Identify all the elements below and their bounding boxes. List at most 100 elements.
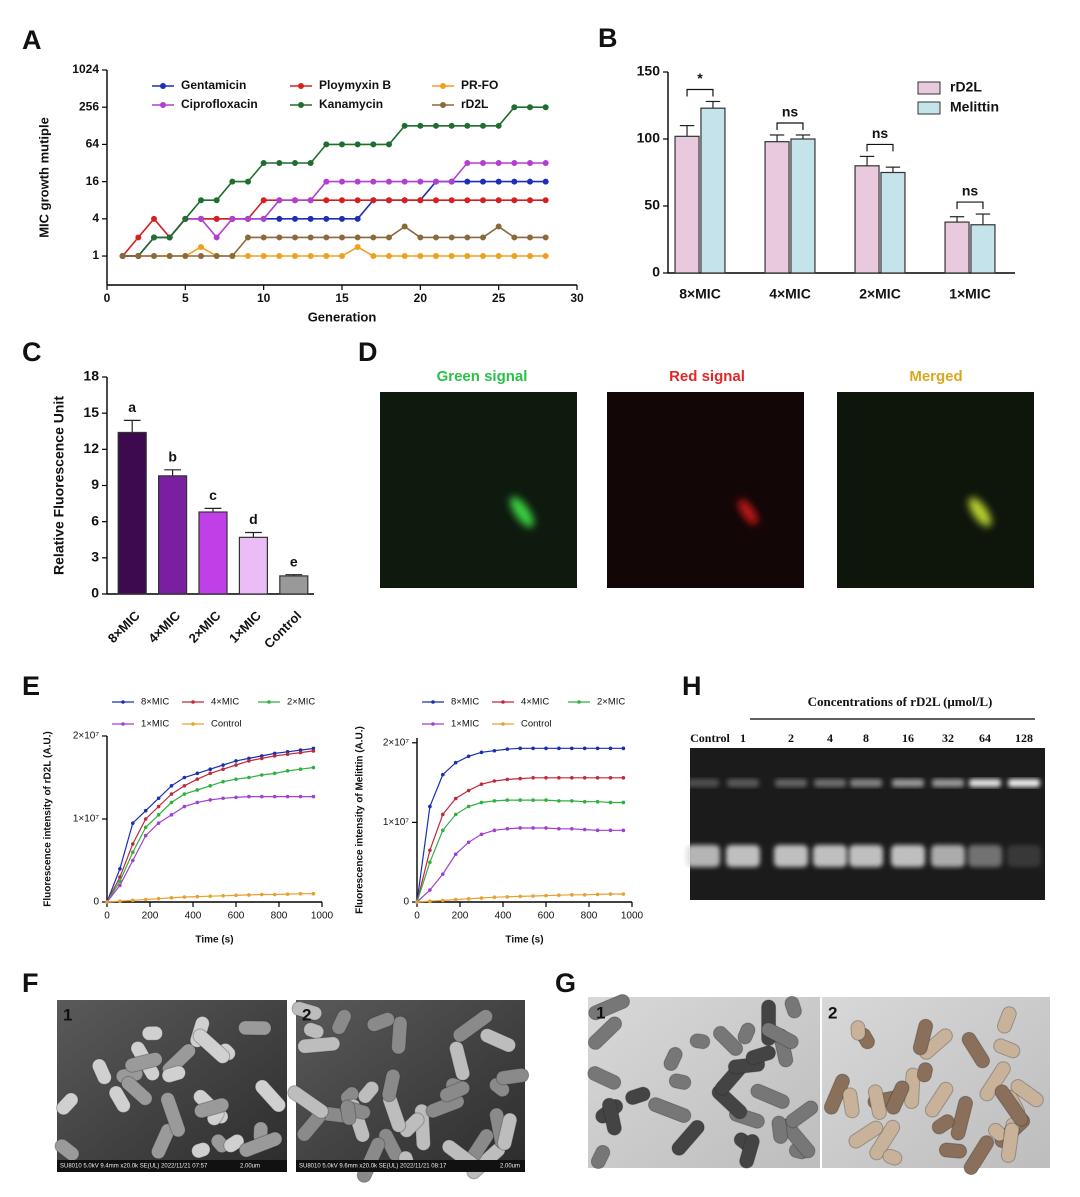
bar [279,575,309,595]
data-point [495,253,502,260]
cell [689,1033,711,1050]
series-line [122,162,546,257]
data-point [542,253,549,260]
data-point [417,178,424,185]
data-point [570,893,574,897]
legend-label: 1×MIC [451,719,479,730]
data-point [285,769,290,773]
y-tick-label: 1 [92,248,99,262]
gel-band [775,779,807,787]
y-tick-label: 0 [91,585,99,601]
data-point [557,799,561,803]
data-point [527,234,533,241]
cell [993,1038,1021,1059]
data-point [582,776,587,780]
data-point [370,141,377,148]
y-tick-label: 2×10⁷ [73,731,100,742]
lane-label: 2 [788,731,794,745]
data-point [260,754,264,758]
data-point [595,799,600,804]
legend-swatch [191,700,195,704]
y-tick-label: 256 [79,99,99,113]
gel-band [892,779,924,787]
data-point [276,160,283,167]
cell [761,1022,799,1050]
significance-label: ns [872,125,889,141]
data-point [354,197,361,204]
data-point [453,852,458,857]
data-point [433,178,439,185]
x-tick-label: 5 [182,291,189,305]
cell [56,1092,79,1116]
x-tick-label: 600 [538,911,555,922]
data-point [118,899,122,903]
data-point [354,234,361,241]
data-point [531,746,535,751]
x-tick-label: 25 [492,291,506,305]
gel-band [931,845,965,867]
cell [587,1066,622,1090]
cell [784,995,802,1019]
y-tick-label: 0 [403,897,409,908]
cell [848,1120,884,1149]
cell [238,1131,283,1158]
data-point [182,792,187,796]
x-tick-label: 1000 [311,911,334,922]
group-letter: d [249,511,258,527]
gel-band [1008,779,1040,787]
data-point [169,896,174,900]
bar [944,221,970,274]
data-point [464,253,471,260]
data-point [272,771,277,776]
data-point [260,892,264,897]
data-point [339,141,345,148]
data-point [245,178,251,185]
data-point [401,223,408,230]
cell [448,1040,471,1081]
panel-label: G [555,968,576,998]
legend-swatch [121,722,125,726]
x-tick-label: 1000 [621,911,644,922]
cell [588,993,630,1021]
data-point [621,800,626,805]
data-point [292,215,298,222]
data-point [311,891,316,896]
data-point [143,897,148,902]
data-point [542,234,549,241]
cell [223,1133,245,1153]
data-point [466,840,471,845]
cell [712,1025,744,1057]
data-point [608,892,613,896]
x-tick-label: 20 [414,291,428,305]
panel-label: F [22,968,39,998]
cell [357,1080,380,1104]
x-tick-label: 0 [414,911,420,922]
bar [674,135,700,274]
cell [671,1119,705,1156]
legend-swatch [440,102,446,108]
significance-bracket [776,122,804,130]
data-point [582,893,587,897]
data-point [492,799,497,803]
cell [625,1086,651,1106]
data-point [247,756,251,761]
cell [785,1100,819,1129]
legend-label: 2×MIC [287,697,315,708]
data-point [428,848,432,853]
data-point [453,760,458,765]
cell [961,1031,991,1069]
data-point [570,746,574,751]
image-number: 1 [596,1003,605,1022]
data-point [557,826,561,831]
gel-bands [686,779,1041,867]
data-point [292,160,298,167]
cell [663,1046,683,1072]
data-point [386,197,392,204]
data-point [221,763,225,767]
cell [1000,1122,1020,1163]
gel-image [690,748,1045,900]
data-point [234,893,238,898]
y-tick-label: 18 [83,368,99,384]
series-line [122,225,546,257]
